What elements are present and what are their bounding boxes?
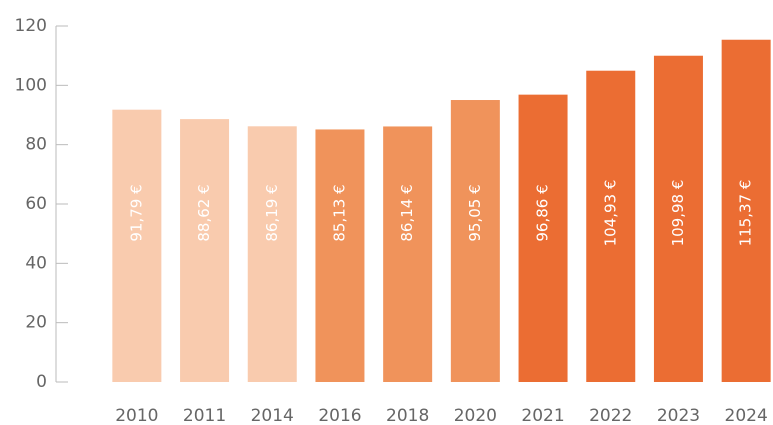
- bar: [315, 129, 365, 382]
- x-tick-label: 2016: [318, 406, 361, 425]
- x-tick-label: 2022: [589, 406, 632, 425]
- bar: [586, 70, 636, 382]
- bar: [721, 39, 771, 383]
- x-tick-label: 2018: [386, 406, 429, 425]
- y-tick-label: 80: [25, 135, 47, 155]
- bar: [653, 55, 703, 382]
- value-label: 104,93 €: [601, 180, 619, 247]
- x-tick-label: 2010: [115, 406, 158, 425]
- x-tick-label: 2023: [657, 406, 700, 425]
- value-label: 88,62 €: [195, 184, 213, 241]
- value-label: 96,86 €: [534, 184, 552, 241]
- bar: [247, 126, 297, 382]
- y-tick-label: 0: [36, 372, 47, 392]
- y-tick-label: 120: [15, 16, 47, 36]
- x-tick-label: 2020: [454, 406, 497, 425]
- value-label: 115,37 €: [737, 180, 755, 247]
- value-label: 86,14 €: [398, 184, 416, 241]
- y-tick-label: 60: [25, 194, 47, 214]
- y-tick-label: 20: [25, 313, 47, 333]
- x-tick-label: 2014: [251, 406, 294, 425]
- value-label: 91,79 €: [127, 184, 145, 241]
- bar: [518, 94, 568, 382]
- x-tick-label: 2024: [725, 406, 768, 425]
- value-label: 85,13 €: [330, 184, 348, 241]
- value-label: 109,98 €: [669, 180, 687, 247]
- value-label: 86,19 €: [263, 184, 281, 241]
- x-tick-label: 2021: [521, 406, 564, 425]
- x-tick-label: 2011: [183, 406, 226, 425]
- bar: [383, 126, 433, 383]
- y-tick-label: 100: [15, 75, 47, 95]
- value-label: 95,05 €: [466, 184, 484, 241]
- bar: [450, 100, 500, 382]
- bar: [112, 109, 162, 382]
- y-tick-label: 40: [25, 253, 47, 273]
- bar: [180, 119, 230, 383]
